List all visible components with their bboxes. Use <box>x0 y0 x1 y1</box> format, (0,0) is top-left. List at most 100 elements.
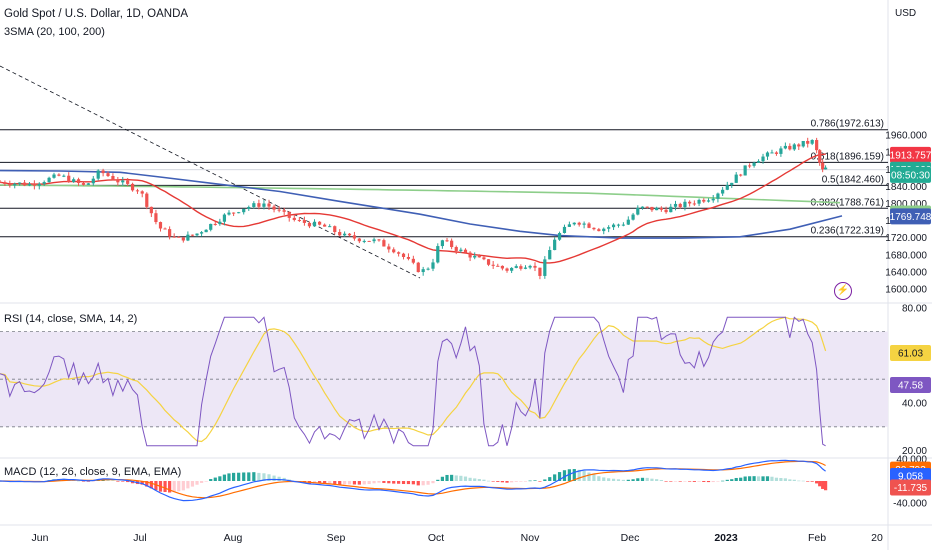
candle-body <box>440 240 445 247</box>
candle-body <box>607 227 611 229</box>
candle-body <box>106 173 110 177</box>
candle-body <box>818 150 822 163</box>
macd-histogram-bar <box>377 481 381 483</box>
macd-histogram-bar <box>317 481 322 484</box>
macd-histogram-bar <box>436 479 440 481</box>
macd-histogram-bar <box>445 474 449 481</box>
candle-body <box>163 228 167 230</box>
rsi-legend[interactable]: RSI (14, close, SMA, 14, 2) <box>4 313 138 325</box>
sma200-line <box>0 184 841 204</box>
rsi-tick-label: 20.00 <box>902 446 927 457</box>
candle-body <box>640 206 645 208</box>
candle-body <box>292 217 296 220</box>
macd-histogram-bar <box>411 481 415 485</box>
flash-icon[interactable]: ⚡ <box>834 282 852 300</box>
candle-body <box>312 221 317 227</box>
candle-body <box>204 229 208 233</box>
candle-body <box>406 257 411 259</box>
macd-histogram-bar <box>450 474 454 481</box>
macd-histogram-bar <box>352 481 357 485</box>
macd-histogram-bar <box>177 481 181 492</box>
candle-body <box>262 203 266 207</box>
candle-body <box>473 255 477 258</box>
candle-body <box>543 259 547 276</box>
candle-body <box>538 267 542 276</box>
candle-body <box>277 209 281 211</box>
macd-histogram-bar <box>482 479 486 481</box>
candle-body <box>172 236 176 238</box>
fib-level-label: 0.382(1788.761) <box>811 197 884 208</box>
candle-body <box>3 182 7 185</box>
candle-body <box>317 221 322 225</box>
candle-body <box>765 152 770 157</box>
candle-body <box>761 156 765 162</box>
macd-histogram-bar <box>172 481 176 493</box>
candle-body <box>421 269 425 273</box>
macd-histogram-bar <box>592 474 596 481</box>
ma-legend[interactable]: 3SMA (20, 100, 200) <box>4 26 105 38</box>
macd-histogram-bar <box>218 476 222 481</box>
trend-line <box>0 65 421 279</box>
candle-body <box>352 235 357 239</box>
macd-histogram-bar <box>262 473 266 481</box>
macd-histogram-bar <box>602 477 606 481</box>
macd-histogram-bar <box>387 481 391 484</box>
candle-body <box>411 258 415 263</box>
candle-body <box>86 183 90 185</box>
candle-body <box>801 140 805 147</box>
macd-histogram-bar <box>190 481 195 487</box>
macd-histogram-bar <box>338 481 342 485</box>
macd-histogram-bar <box>362 481 366 485</box>
candle-body <box>27 183 32 186</box>
macd-histogram-bar <box>797 480 801 482</box>
candle-body <box>426 268 430 270</box>
candle-body <box>135 190 140 192</box>
macd-histogram-bar <box>626 479 630 481</box>
candle-body <box>611 224 616 228</box>
macd-histogram-bar <box>607 478 611 481</box>
macd-histogram-bar <box>801 480 805 482</box>
price-badge-bg <box>890 208 931 225</box>
candle-body <box>477 255 481 258</box>
candle-body <box>52 174 56 178</box>
macd-histogram-bar <box>711 481 715 483</box>
macd-badge: 9.058 <box>898 472 923 483</box>
candle-body <box>111 176 115 180</box>
macd-histogram-bar <box>401 481 406 484</box>
macd-histogram-bar <box>730 479 734 481</box>
candle-body <box>101 170 105 174</box>
price-tick-label: 1640.000 <box>885 267 927 278</box>
macd-histogram-bar <box>477 479 481 481</box>
macd-histogram-bar <box>232 472 236 481</box>
macd-histogram-bar <box>538 481 542 482</box>
macd-tick-label: -40.000 <box>893 499 927 510</box>
candle-body <box>636 207 640 215</box>
rsi-badge-bg <box>890 376 931 393</box>
candle-body <box>711 198 715 201</box>
macd-histogram-bar <box>572 469 576 481</box>
rsi-tick-label: 80.00 <box>902 303 927 314</box>
macd-histogram-bar <box>664 481 668 482</box>
candle-body <box>76 179 81 184</box>
candle-body <box>716 193 720 199</box>
candle-body <box>222 214 227 222</box>
candle-body <box>645 206 649 208</box>
macd-legend[interactable]: MACD (12, 26, close, 9, EMA, EMA) <box>4 466 182 478</box>
macd-histogram-bar <box>367 481 371 485</box>
price-tick-label: 1960.000 <box>885 131 927 142</box>
x-tick-label: Dec <box>621 532 640 544</box>
macd-histogram-bar <box>788 479 792 481</box>
candle-body <box>397 252 401 254</box>
macd-histogram-bar <box>500 481 505 483</box>
fib-level-label: 0.5(1842.460) <box>822 174 884 185</box>
candle-body <box>597 229 601 232</box>
candle-body <box>486 259 491 265</box>
macd-histogram-bar <box>76 480 81 482</box>
sma100-line <box>0 169 843 239</box>
macd-histogram-bar <box>397 481 401 484</box>
candle-body <box>592 227 596 230</box>
chart-title: Gold Spot / U.S. Dollar, 1D, OANDA <box>4 8 189 20</box>
macd-histogram-bar <box>267 474 271 481</box>
candle-body <box>218 221 222 225</box>
